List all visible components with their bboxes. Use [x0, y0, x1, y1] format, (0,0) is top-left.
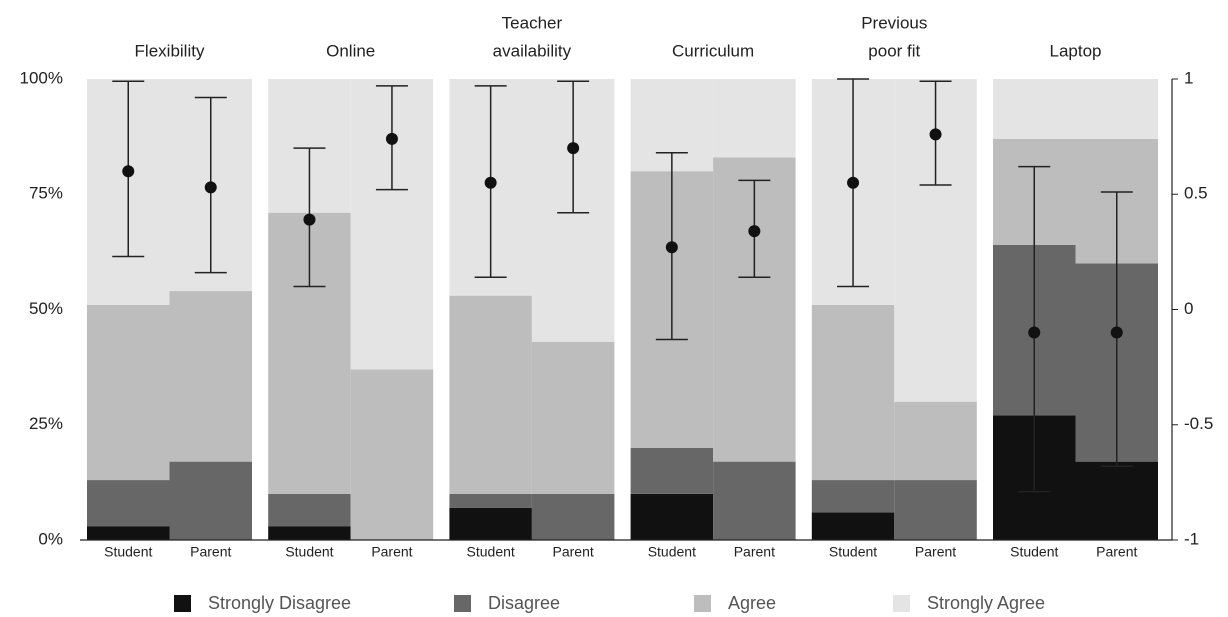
bar-segment — [713, 461, 796, 540]
bar-segment — [87, 304, 170, 481]
panel-title: Previous — [861, 13, 927, 32]
bar-segment — [894, 480, 977, 540]
bar-segment — [169, 291, 252, 462]
panel-title: Curriculum — [672, 41, 754, 60]
bar-segment — [630, 493, 714, 540]
x-tick-label: Parent — [734, 544, 775, 560]
x-tick-label: Student — [104, 544, 152, 560]
legend-swatch — [454, 595, 471, 612]
legend-swatch — [893, 595, 910, 612]
bar-segment — [894, 401, 977, 481]
y-tick-label: 0% — [38, 529, 63, 548]
bar-segment — [811, 304, 895, 481]
bar-segment — [268, 493, 351, 527]
y2-tick-label: -1 — [1184, 529, 1199, 548]
y2-tick-label: 0 — [1184, 299, 1193, 318]
x-tick-label: Student — [1010, 544, 1058, 560]
y-tick-label: 75% — [29, 184, 63, 203]
panel-title: poor fit — [868, 41, 920, 60]
bar-segment — [268, 526, 351, 540]
mean-point — [484, 176, 497, 189]
mean-point — [204, 181, 217, 194]
x-tick-label: Student — [829, 544, 877, 560]
bar-segment — [449, 507, 532, 540]
mean-point — [748, 225, 761, 238]
mean-point — [303, 213, 316, 226]
x-tick-label: Student — [285, 544, 333, 560]
y2-tick-label: 0.5 — [1184, 184, 1208, 203]
legend-label: Disagree — [488, 593, 560, 613]
panel-title: Laptop — [1050, 41, 1102, 60]
panel-title: Teacher — [502, 13, 563, 32]
bar-segment — [350, 369, 434, 540]
y2-tick-label: 1 — [1184, 68, 1193, 87]
bar-segment — [630, 447, 714, 494]
bar-segment — [169, 461, 252, 540]
x-tick-label: Student — [648, 544, 696, 560]
mean-point — [122, 165, 135, 178]
mean-point — [665, 241, 678, 254]
mean-point — [385, 132, 398, 145]
x-tick-label: Parent — [1096, 544, 1137, 560]
mean-point — [1028, 326, 1041, 339]
y-tick-label: 25% — [29, 414, 63, 433]
y2-tick-label: -0.5 — [1184, 414, 1213, 433]
mean-point — [1110, 326, 1123, 339]
y-tick-label: 50% — [29, 299, 63, 318]
bar-segment — [449, 295, 532, 494]
bar-segment — [531, 493, 615, 540]
legend-label: Strongly Agree — [927, 593, 1045, 613]
x-tick-label: Parent — [915, 544, 956, 560]
panel-title: Flexibility — [135, 41, 205, 60]
mean-point — [567, 142, 580, 155]
bar-segment — [1075, 461, 1158, 540]
mean-point — [929, 128, 942, 141]
bar-segment — [449, 493, 532, 508]
mean-point — [847, 176, 860, 189]
bar-segment — [1075, 79, 1158, 139]
bar-segment — [811, 480, 895, 513]
x-tick-label: Parent — [371, 544, 412, 560]
panel-title: availability — [493, 41, 572, 60]
legend-label: Agree — [728, 593, 776, 613]
x-tick-label: Student — [467, 544, 515, 560]
bar-segment — [713, 79, 796, 158]
y-tick-label: 100% — [20, 68, 63, 87]
legend-swatch — [174, 595, 191, 612]
bar-segment — [993, 79, 1076, 139]
bar-segment — [87, 526, 170, 540]
bar-segment — [531, 341, 615, 494]
panel-title: Online — [326, 41, 375, 60]
bar-segment — [811, 512, 895, 540]
x-tick-label: Parent — [190, 544, 231, 560]
legend-swatch — [694, 595, 711, 612]
x-tick-label: Parent — [553, 544, 594, 560]
bar-segment — [87, 480, 170, 527]
legend-label: Strongly Disagree — [208, 593, 351, 613]
